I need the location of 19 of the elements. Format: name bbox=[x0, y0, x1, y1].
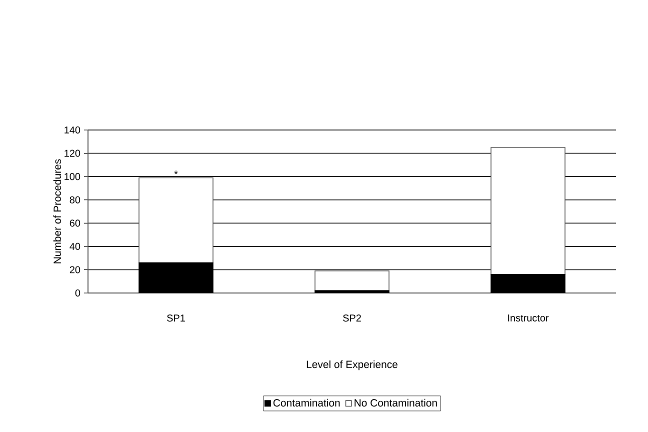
x-axis-title: Level of Experience bbox=[306, 360, 398, 370]
y-tick-label: 60 bbox=[70, 220, 80, 227]
bar bbox=[138, 177, 214, 264]
y-tick-label: 0 bbox=[75, 289, 80, 297]
y-tick-label: 80 bbox=[70, 196, 80, 204]
y-tick-label: 140 bbox=[64, 126, 80, 134]
x-tick-label: SP1 bbox=[167, 314, 185, 322]
legend-label: No Contamination bbox=[354, 398, 437, 407]
y-tick-label: 20 bbox=[70, 266, 80, 274]
bar bbox=[314, 270, 390, 292]
y-tick-label: 120 bbox=[64, 150, 80, 157]
x-tick-label: Instructor bbox=[508, 314, 549, 322]
x-tick-label: SP2 bbox=[343, 314, 361, 322]
annotation: * bbox=[174, 170, 178, 174]
y-tick-label: 40 bbox=[70, 242, 80, 250]
bar bbox=[490, 147, 566, 275]
y-tick-label: 100 bbox=[64, 173, 80, 180]
legend-label: Contamination bbox=[273, 398, 340, 407]
y-axis-title: Number of Procedures bbox=[53, 159, 62, 264]
